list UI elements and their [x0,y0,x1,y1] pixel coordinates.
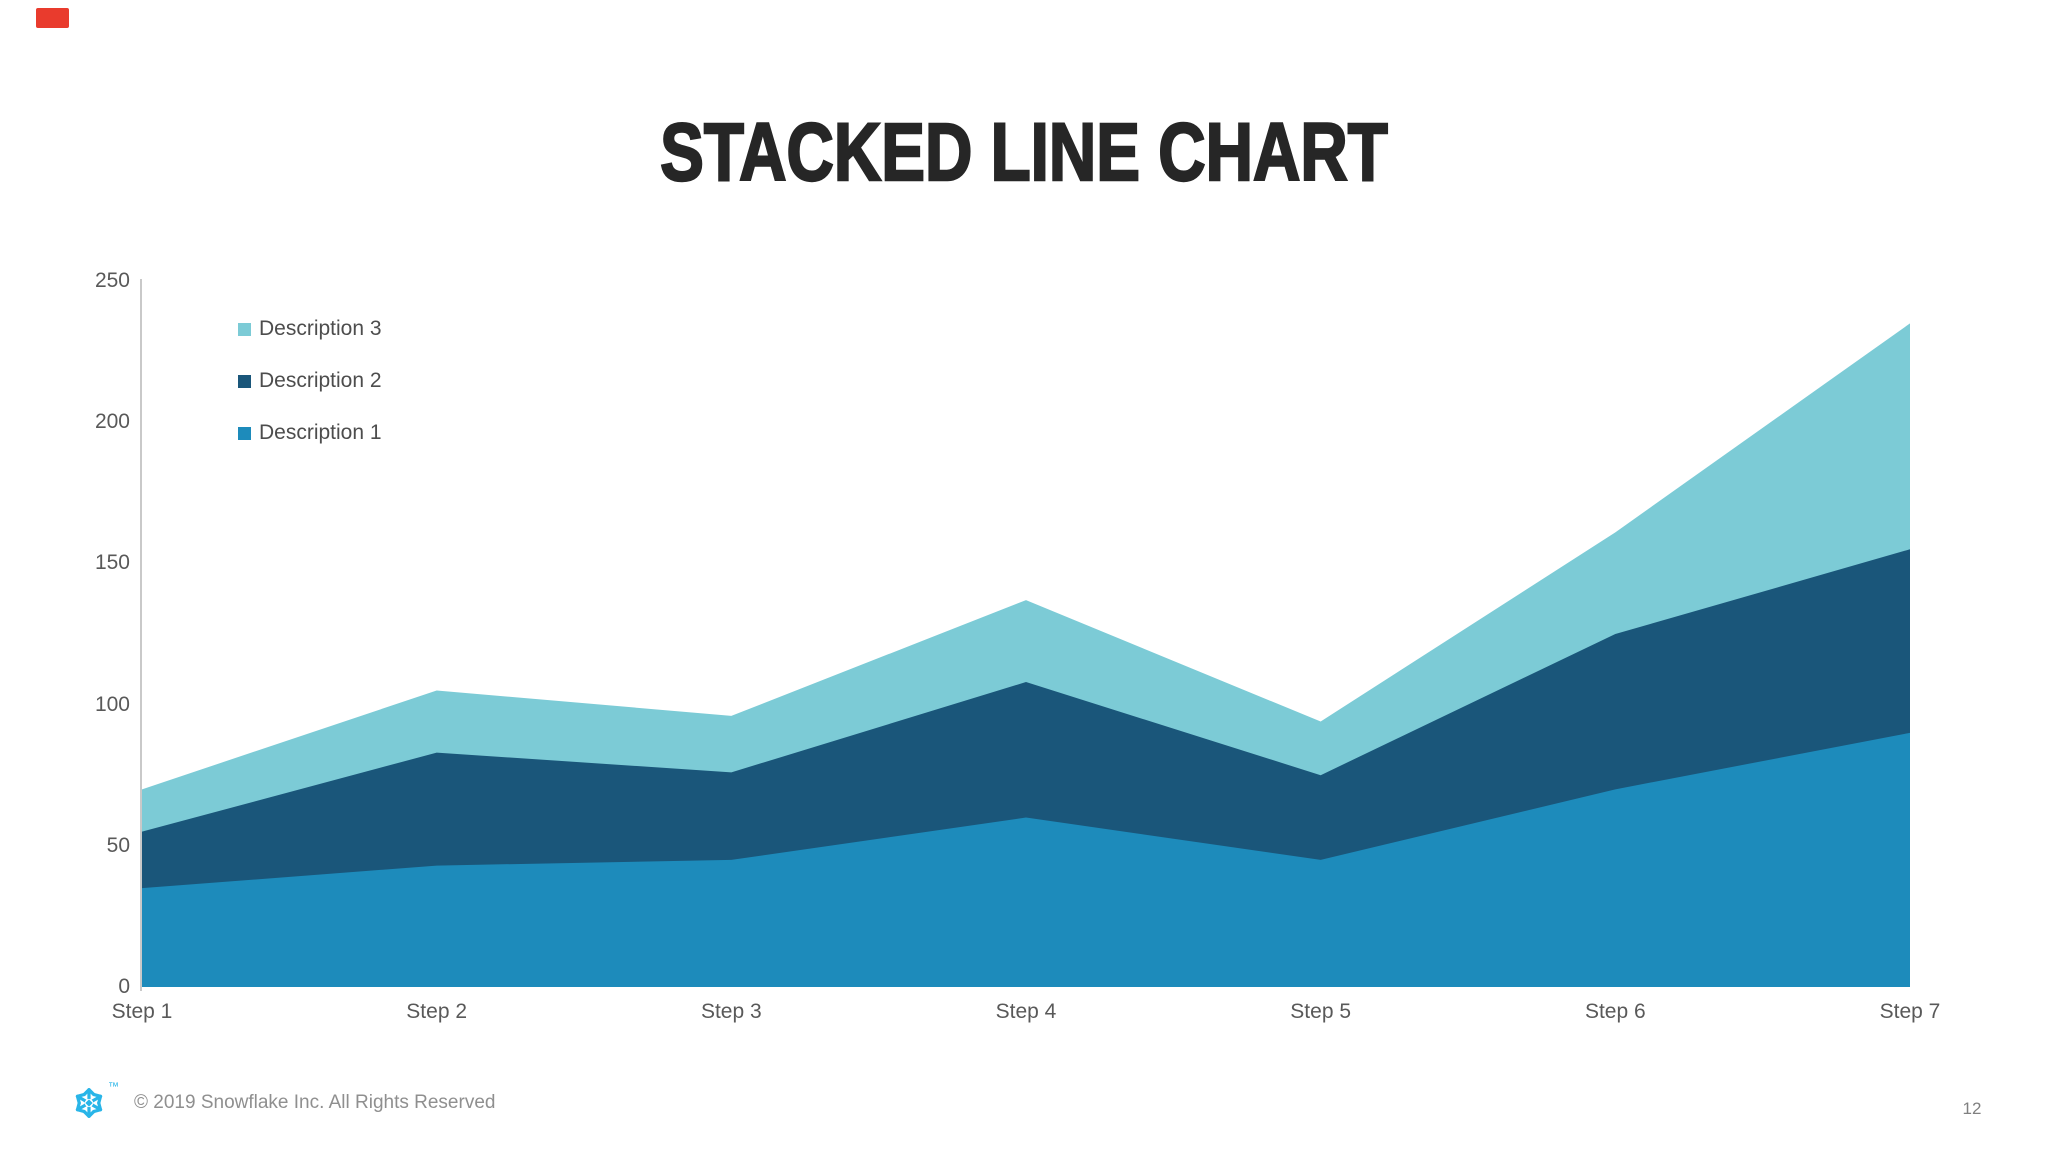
legend-label: Description 2 [259,369,382,392]
y-tick-label: 0 [118,975,130,998]
x-category-label: Step 6 [1584,1000,1646,1023]
slide-title: STACKED LINE CHART [659,107,1389,198]
legend-label: Description 1 [259,421,382,444]
y-tick-label: 250 [94,269,130,292]
x-category-label: Step 3 [700,1000,762,1023]
red-marker [36,8,69,28]
x-category-label: Step 7 [1879,1000,1941,1023]
legend-swatch-icon [238,374,251,388]
y-tick-label: 100 [94,692,130,716]
legend-item-description-1: Description 1 [238,421,382,445]
legend-item-description-2: Description 2 [238,369,382,393]
area-description-1 [142,732,1910,987]
x-category-label: Step 5 [1290,1000,1352,1023]
chart-legend: Description 3 Description 2 Description 1 [238,317,382,445]
legend-item-description-3: Description 3 [238,317,382,341]
logo-wrap: ™ [70,1081,119,1122]
page-number: 12 [1962,1099,1982,1118]
x-category-label: Step 4 [995,1000,1057,1023]
y-tick-label: 200 [94,410,130,434]
legend-swatch-icon [238,322,251,336]
footer: ™ © 2019 Snowflake Inc. All Rights Reser… [70,1081,496,1123]
snowflake-logo-icon [75,1088,103,1118]
x-category-label: Step 1 [111,1000,173,1023]
x-category-label: Step 2 [406,1000,468,1023]
legend-swatch-icon [238,426,251,440]
y-tick-label: 150 [94,551,130,575]
trademark-symbol: ™ [108,1081,119,1093]
y-tick-label: 50 [106,833,130,857]
copyright-text: © 2019 Snowflake Inc. All Rights Reserve… [134,1092,496,1113]
legend-label: Description 3 [259,317,382,340]
